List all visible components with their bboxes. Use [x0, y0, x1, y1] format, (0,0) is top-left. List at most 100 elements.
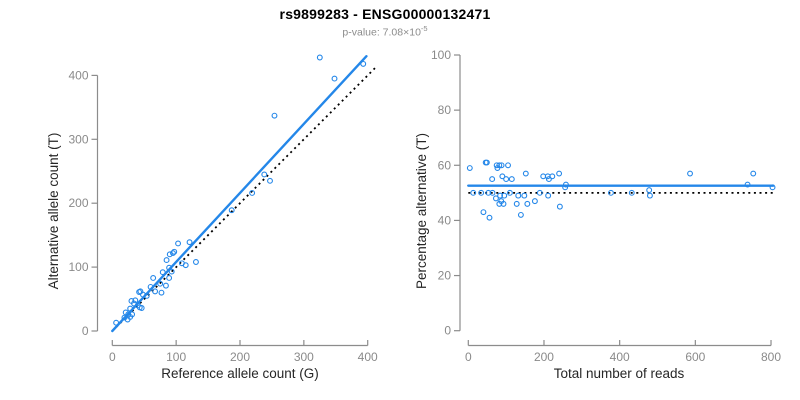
data-point [562, 184, 569, 191]
data-point [166, 275, 173, 281]
data-point [508, 176, 515, 183]
y-tick-label: 100 [68, 260, 88, 274]
data-point [497, 192, 504, 199]
data-point [128, 298, 135, 304]
data-point [261, 171, 268, 178]
data-point [162, 282, 169, 289]
data-point [483, 159, 490, 166]
data-point [158, 289, 165, 296]
y-tick-label: 100 [431, 48, 451, 62]
x-tick-label: 200 [534, 350, 554, 364]
data-point [271, 112, 278, 119]
data-point [750, 170, 757, 177]
left-plot: 0 100 200 300 400 0 100 200 300 400 Reference alle… [46, 54, 378, 381]
data-point [492, 195, 499, 202]
y-axis-title: Percentage alternative (T) [414, 133, 429, 289]
data-point [521, 192, 528, 199]
data-point [687, 170, 693, 177]
data-point [228, 207, 235, 214]
y-tick-label: 300 [68, 132, 88, 146]
data-point [501, 192, 508, 199]
fit-line [111, 55, 368, 333]
data-point [556, 203, 563, 210]
x-tick-label: 400 [358, 350, 378, 364]
data-point [132, 297, 139, 304]
x-tick-label: 0 [109, 350, 116, 364]
data-point [485, 189, 492, 196]
data-point [360, 60, 367, 67]
data-point [503, 176, 510, 183]
data-point [163, 257, 170, 264]
data-point [192, 259, 199, 265]
dashed-reference-line [111, 65, 378, 332]
data-point [249, 190, 256, 196]
right-plot: 0 20 40 60 80 100 0 200 400 600 800 Total number of… [414, 48, 781, 381]
data-point [522, 170, 529, 177]
data-point [470, 189, 477, 196]
y-tick-label: 40 [438, 213, 452, 227]
data-point [139, 291, 146, 298]
data-point [267, 177, 273, 184]
data-point [517, 211, 524, 218]
data-point [147, 283, 154, 290]
data-point [500, 200, 507, 207]
data-point [316, 54, 323, 61]
data-point [545, 192, 552, 199]
data-point [608, 189, 614, 196]
data-point [515, 192, 522, 199]
data-point [150, 275, 157, 281]
data-point [113, 319, 120, 326]
data-point [496, 162, 503, 169]
x-tick-label: 200 [230, 350, 250, 364]
y-tick-label: 0 [444, 324, 451, 338]
data-point [480, 209, 487, 216]
data-point [536, 189, 543, 196]
data-point [175, 240, 182, 247]
data-point [159, 269, 166, 276]
y-tick-label: 60 [438, 158, 452, 172]
data-point [769, 184, 776, 191]
data-point [182, 262, 189, 269]
data-point [562, 181, 569, 188]
y-tick-label: 0 [82, 324, 89, 338]
x-tick-label: 600 [685, 350, 705, 364]
data-point [157, 280, 164, 287]
data-point [646, 187, 653, 194]
data-point [646, 192, 653, 199]
x-tick-label: 100 [166, 350, 186, 364]
data-point [498, 162, 505, 169]
data-point [531, 198, 538, 205]
data-point [143, 292, 150, 299]
data-point [478, 189, 485, 196]
y-axis-title: Alternative allele count (T) [46, 133, 61, 290]
x-tick-label: 300 [294, 350, 314, 364]
x-axis-title: Reference allele count (G) [161, 366, 319, 381]
data-point [166, 251, 173, 258]
data-point [628, 189, 635, 196]
y-tick-label: 400 [68, 68, 88, 82]
data-point [166, 264, 173, 271]
data-point [513, 200, 520, 207]
data-point [499, 173, 506, 180]
data-point [171, 248, 178, 255]
data-point [466, 165, 473, 171]
data-point [505, 162, 511, 169]
data-point [506, 189, 513, 196]
data-point [489, 189, 496, 196]
data-point [744, 181, 751, 188]
y-tick-label: 20 [438, 269, 452, 283]
data-point [489, 176, 496, 183]
x-tick-label: 0 [465, 350, 472, 364]
data-point [186, 239, 193, 246]
data-point [486, 214, 493, 221]
data-point [549, 173, 556, 180]
data-point [556, 170, 563, 177]
data-point [331, 75, 338, 82]
data-point [152, 288, 159, 295]
x-tick-label: 800 [761, 350, 781, 364]
data-point [125, 311, 132, 318]
data-point [524, 200, 531, 207]
x-axis-title: Total number of reads [554, 366, 685, 381]
